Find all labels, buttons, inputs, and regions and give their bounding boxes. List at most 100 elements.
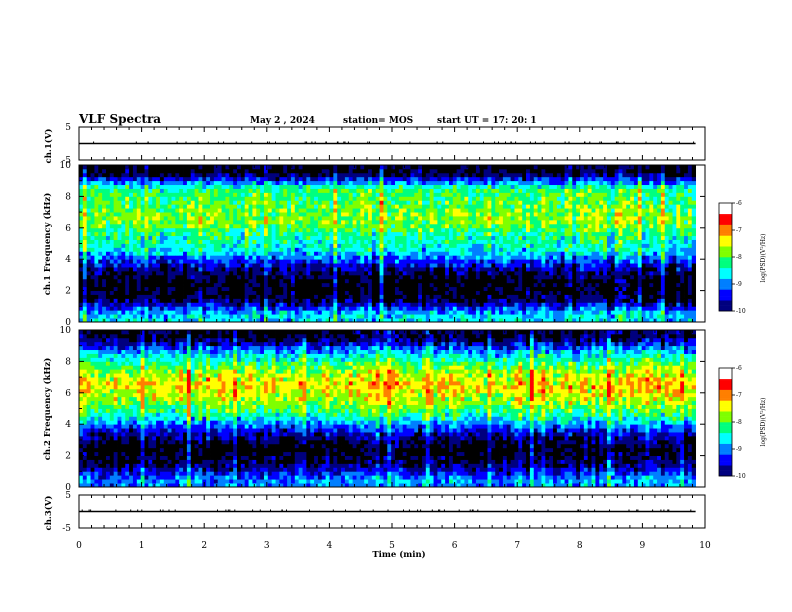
spectrogram-cell <box>163 172 169 178</box>
spectrogram-cell <box>171 282 176 288</box>
spectrogram-cell <box>148 243 153 248</box>
spectrogram-cell <box>502 227 508 233</box>
spectrogram-cell <box>448 239 454 244</box>
spectrogram-cell <box>360 184 365 189</box>
spectrogram-cell <box>198 180 203 186</box>
spectrogram-cell <box>314 196 319 201</box>
spectrogram-cell <box>437 212 442 217</box>
spectrogram-cell <box>202 172 207 178</box>
spectrogram-cell <box>256 318 261 323</box>
spectrogram-cell <box>414 165 419 170</box>
spectrogram-cell <box>414 270 419 276</box>
spectrogram-cell <box>348 227 354 233</box>
spectrogram-cell <box>456 267 461 272</box>
spectrogram-cell <box>152 184 157 189</box>
spectrogram-cell <box>368 251 373 256</box>
spectrogram-cell <box>140 188 145 193</box>
spectrogram-cell <box>541 235 546 240</box>
spectrogram-cell <box>290 263 296 268</box>
spectrogram-cell <box>364 204 369 209</box>
spectrogram-cell <box>325 172 330 178</box>
spectrogram-cell <box>421 310 427 315</box>
spectrogram-cell <box>510 247 515 252</box>
spectrogram-cell <box>456 274 461 280</box>
waveform-spike <box>344 141 346 143</box>
spectrogram-cell <box>452 208 458 213</box>
spectrogram-cell <box>356 216 361 221</box>
spectrogram-cell <box>348 239 354 244</box>
spectrogram-cell <box>102 223 107 229</box>
spectrogram-cell <box>499 267 504 272</box>
spectrogram-cell <box>287 298 292 303</box>
spectrogram-cell <box>437 176 442 182</box>
spectrogram-cell <box>344 298 350 303</box>
spectrogram-cell <box>267 235 273 240</box>
spectrogram-cell <box>495 216 500 221</box>
spectrogram-cell <box>136 219 142 225</box>
spectrogram-cell <box>152 180 157 186</box>
spectrogram-cell <box>360 172 365 178</box>
spectrogram-cell <box>179 192 184 197</box>
spectrogram-cell <box>167 247 172 252</box>
spectrogram-cell <box>136 251 142 256</box>
spectrogram-cell <box>229 255 234 260</box>
spectrogram-cell <box>144 294 149 299</box>
spectrogram-cell <box>402 255 407 260</box>
spectrogram-cell <box>202 282 207 288</box>
spectrogram-cell <box>448 212 454 217</box>
spectrogram-cell <box>472 192 477 197</box>
spectrogram-cell <box>391 310 396 315</box>
spectrogram-cell <box>475 302 481 307</box>
spectrogram-cell <box>206 290 211 295</box>
spectrogram-cell <box>464 247 469 252</box>
spectrogram-cell <box>117 196 122 201</box>
spectrogram-cell <box>429 216 434 221</box>
spectrogram-cell <box>260 263 265 268</box>
spectrogram-cell <box>213 196 219 201</box>
spectrogram-cell <box>244 208 249 213</box>
spectrogram-cell <box>179 184 184 189</box>
spectrogram-cell <box>202 239 207 244</box>
spectrogram-cell <box>371 223 377 229</box>
spectrogram-cell <box>483 219 488 225</box>
spectrogram-cell <box>90 243 95 248</box>
spectrogram-cell <box>452 180 458 186</box>
spectrogram-cell <box>271 223 276 229</box>
spectrogram-cell <box>129 306 134 311</box>
spectrogram-cell <box>94 314 99 319</box>
spectrogram-cell <box>294 208 300 213</box>
spectrogram-cell <box>456 227 461 233</box>
spectrogram-cell <box>329 306 334 311</box>
spectrogram-cell <box>425 294 431 299</box>
spectrogram-cell <box>140 282 145 288</box>
spectrogram-cell <box>522 227 527 233</box>
spectrogram-cell <box>287 235 292 240</box>
spectrogram-cell <box>433 302 438 307</box>
spectrogram-cell <box>244 278 249 284</box>
spectrogram-cell <box>348 200 354 205</box>
spectrogram-cell <box>387 286 392 292</box>
spectrogram-cell <box>298 176 303 182</box>
spectrogram-cell <box>183 184 188 189</box>
spectrogram-cell <box>290 196 296 201</box>
spectrogram-cell <box>244 290 249 295</box>
spectrogram-cell <box>102 282 107 288</box>
spectrogram-cell <box>529 270 535 276</box>
spectrogram-cell <box>102 172 107 178</box>
spectrogram-cell <box>132 231 138 237</box>
spectrogram-cell <box>121 172 126 178</box>
spectrogram-cell <box>341 196 346 201</box>
spectrogram-cell <box>260 188 265 193</box>
spectrogram-cell <box>94 298 99 303</box>
spectrogram-cell <box>452 188 458 193</box>
spectrogram-cell <box>360 298 365 303</box>
spectrogram-cell <box>317 192 323 197</box>
spectrogram-cell <box>98 270 103 276</box>
spectrogram-cell <box>213 216 219 221</box>
spectrogram-cell <box>464 263 469 268</box>
spectrogram-cell <box>294 306 300 311</box>
spectrogram-cell <box>233 196 238 201</box>
spectrogram-cell <box>522 184 527 189</box>
spectrogram-cell <box>433 270 438 276</box>
spectrogram-cell <box>502 200 508 205</box>
